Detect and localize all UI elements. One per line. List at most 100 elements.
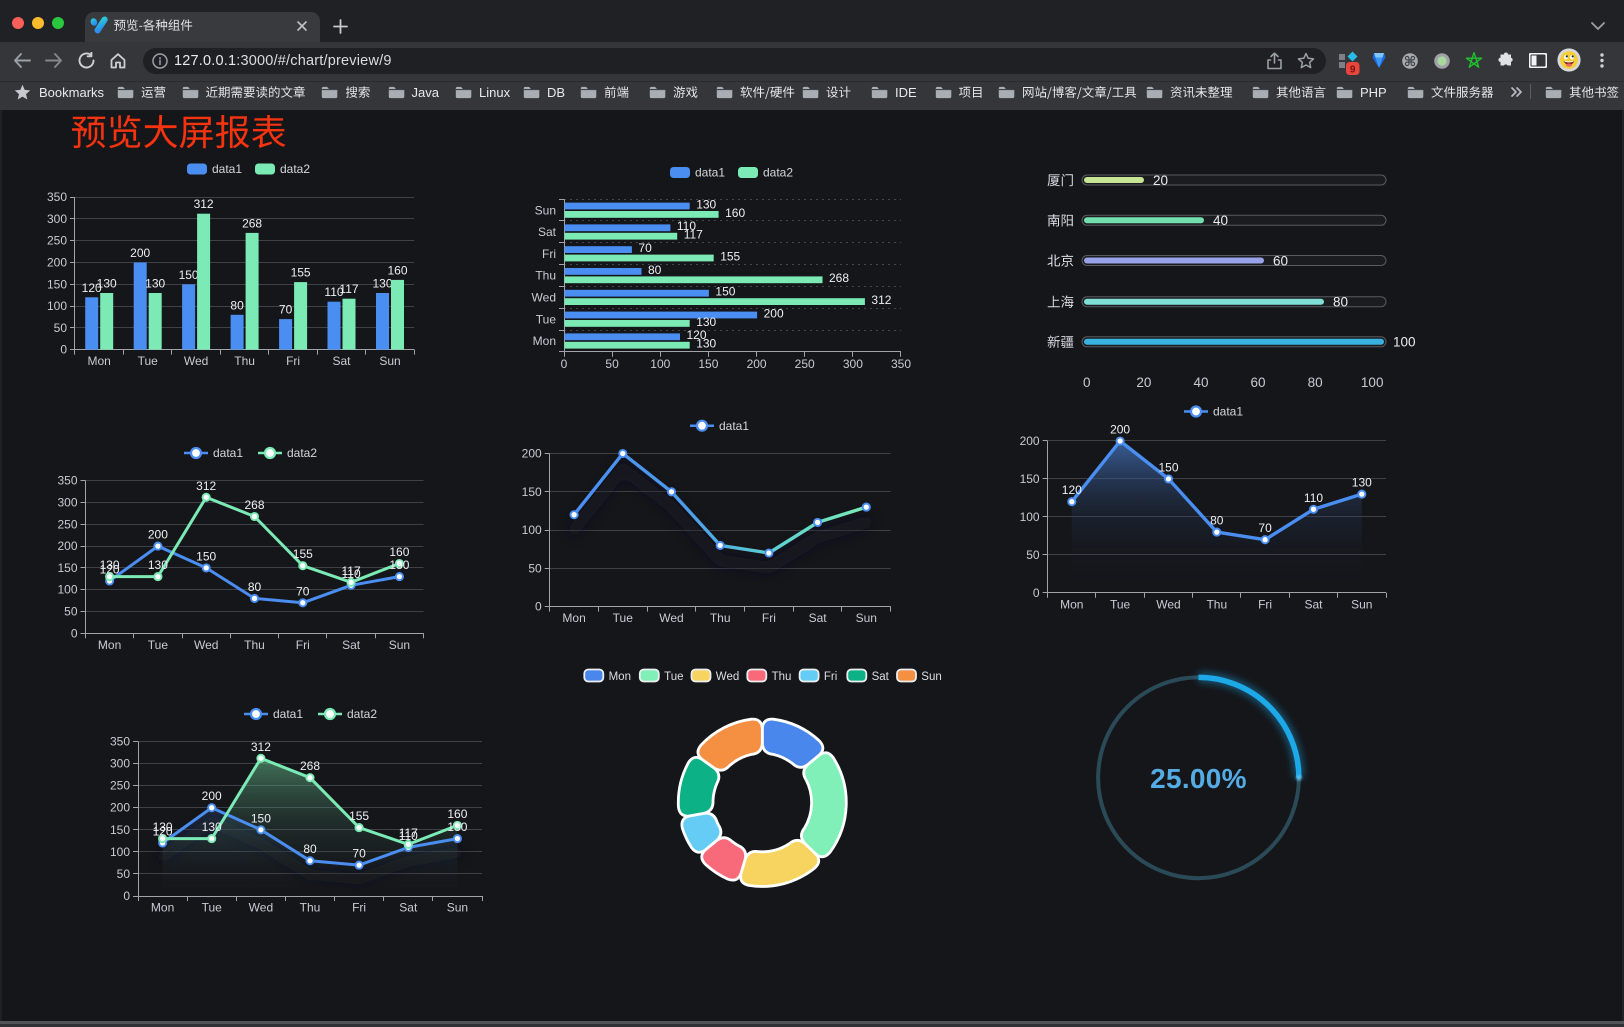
- svg-text:Thu: Thu: [772, 671, 792, 683]
- svg-text:Mon: Mon: [1060, 598, 1083, 612]
- svg-text:110: 110: [1304, 491, 1323, 505]
- svg-text:50: 50: [605, 357, 619, 371]
- svg-text:160: 160: [387, 263, 407, 277]
- svg-text:data1: data1: [212, 162, 242, 176]
- svg-text:Tue: Tue: [536, 312, 557, 326]
- svg-text:250: 250: [57, 517, 77, 531]
- svg-text:100: 100: [57, 583, 77, 597]
- svg-text:Sun: Sun: [921, 671, 941, 683]
- svg-text:Mon: Mon: [609, 671, 631, 683]
- svg-text:100: 100: [1020, 510, 1040, 524]
- svg-text:Sat: Sat: [809, 611, 828, 625]
- svg-text:Sat: Sat: [332, 354, 351, 368]
- svg-text:200: 200: [202, 789, 222, 803]
- svg-text:312: 312: [251, 740, 271, 754]
- svg-text:350: 350: [110, 735, 130, 749]
- svg-text:40: 40: [1193, 375, 1208, 390]
- svg-text:130: 130: [153, 820, 173, 834]
- svg-text:100: 100: [47, 299, 67, 313]
- svg-text:80: 80: [648, 263, 662, 277]
- svg-text:50: 50: [117, 867, 131, 881]
- svg-text:50: 50: [528, 561, 542, 575]
- svg-text:80: 80: [1308, 375, 1323, 390]
- svg-text:Mon: Mon: [98, 638, 121, 652]
- svg-text:Wed: Wed: [1156, 598, 1180, 612]
- svg-text:130: 130: [389, 558, 409, 572]
- svg-text:25.00%: 25.00%: [1150, 763, 1247, 794]
- svg-text:350: 350: [891, 357, 911, 371]
- svg-text:150: 150: [251, 811, 271, 825]
- svg-text:Wed: Wed: [659, 611, 683, 625]
- svg-text:0: 0: [123, 889, 130, 903]
- svg-text:120: 120: [153, 825, 173, 839]
- svg-text:100: 100: [1361, 375, 1384, 390]
- svg-text:Wed: Wed: [249, 901, 273, 915]
- svg-text:150: 150: [57, 561, 77, 575]
- svg-text:50: 50: [64, 605, 78, 619]
- svg-text:110: 110: [677, 219, 696, 233]
- svg-text:Tue: Tue: [613, 611, 634, 625]
- svg-text:130: 130: [447, 820, 467, 834]
- svg-text:70: 70: [352, 847, 366, 861]
- svg-text:Mon: Mon: [88, 354, 111, 368]
- svg-text:150: 150: [522, 485, 542, 499]
- svg-text:130: 130: [148, 558, 168, 572]
- svg-text:150: 150: [1020, 472, 1040, 486]
- svg-text:130: 130: [696, 337, 716, 351]
- svg-text:350: 350: [47, 190, 67, 204]
- svg-text:250: 250: [47, 234, 67, 248]
- svg-text:130: 130: [1352, 476, 1372, 490]
- svg-text:250: 250: [110, 779, 130, 793]
- svg-text:120: 120: [82, 281, 102, 295]
- svg-text:data1: data1: [1213, 405, 1243, 419]
- svg-text:Fri: Fri: [352, 901, 366, 915]
- svg-text:300: 300: [47, 212, 67, 226]
- svg-text:117: 117: [339, 282, 358, 296]
- svg-text:50: 50: [1026, 548, 1040, 562]
- svg-text:150: 150: [47, 277, 67, 291]
- svg-text:300: 300: [57, 496, 77, 510]
- svg-text:Wed: Wed: [184, 354, 208, 368]
- svg-text:268: 268: [300, 759, 320, 773]
- svg-text:312: 312: [196, 479, 216, 493]
- svg-text:0: 0: [1083, 375, 1091, 390]
- svg-text:200: 200: [747, 357, 767, 371]
- svg-text:70: 70: [638, 241, 652, 255]
- svg-text:Mon: Mon: [151, 901, 174, 915]
- svg-text:0: 0: [535, 600, 542, 614]
- svg-text:155: 155: [293, 547, 313, 561]
- svg-text:350: 350: [57, 474, 77, 488]
- svg-text:Wed: Wed: [194, 638, 218, 652]
- svg-text:160: 160: [389, 545, 409, 559]
- svg-text:130: 130: [696, 315, 716, 329]
- svg-text:Thu: Thu: [710, 611, 731, 625]
- svg-text:data1: data1: [719, 419, 749, 433]
- svg-text:160: 160: [725, 206, 745, 220]
- svg-text:Tue: Tue: [664, 671, 683, 683]
- svg-text:150: 150: [196, 549, 216, 563]
- svg-text:100: 100: [522, 523, 542, 537]
- svg-text:Thu: Thu: [535, 269, 556, 283]
- svg-text:data1: data1: [695, 166, 725, 180]
- svg-text:200: 200: [1020, 434, 1040, 448]
- svg-text:Tue: Tue: [148, 638, 169, 652]
- svg-text:200: 200: [130, 246, 150, 260]
- svg-text:Thu: Thu: [234, 354, 255, 368]
- svg-text:Mon: Mon: [562, 611, 585, 625]
- svg-text:150: 150: [715, 285, 735, 299]
- svg-text:200: 200: [110, 801, 130, 815]
- svg-text:0: 0: [1033, 586, 1040, 600]
- svg-text:80: 80: [230, 298, 244, 312]
- svg-text:268: 268: [242, 216, 262, 230]
- svg-text:70: 70: [279, 303, 293, 317]
- svg-text:100: 100: [110, 845, 130, 859]
- svg-text:155: 155: [291, 266, 311, 280]
- svg-text:110: 110: [399, 829, 418, 843]
- svg-text:70: 70: [296, 584, 310, 598]
- svg-text:Fri: Fri: [286, 354, 300, 368]
- svg-text:268: 268: [244, 498, 264, 512]
- svg-text:data2: data2: [763, 166, 793, 180]
- svg-text:312: 312: [871, 293, 891, 307]
- svg-text:50: 50: [54, 321, 68, 335]
- svg-text:Sun: Sun: [379, 354, 400, 368]
